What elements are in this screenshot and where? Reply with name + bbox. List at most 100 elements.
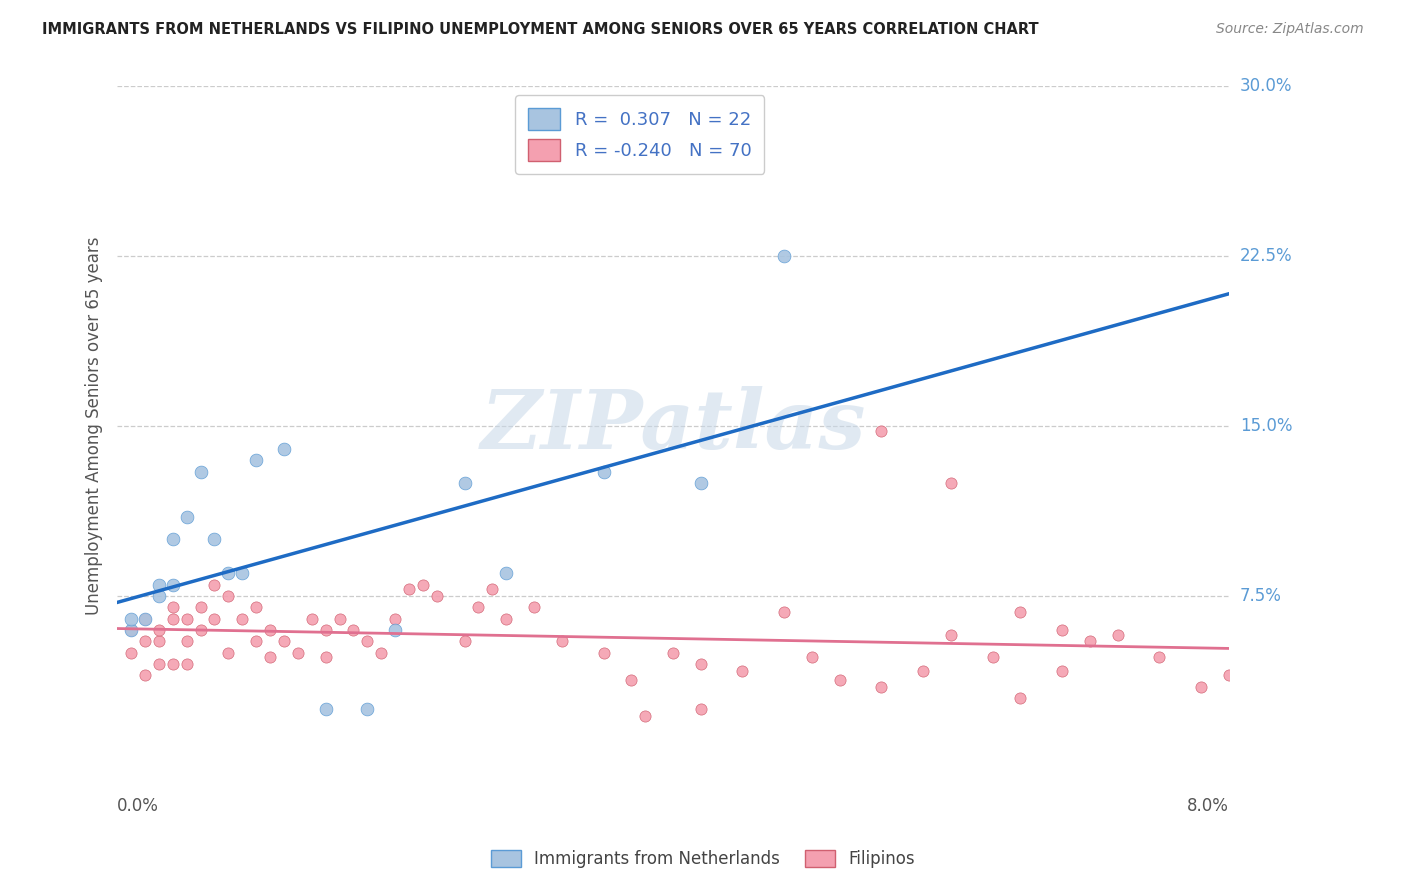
Point: [773, 605, 796, 619]
Point: [551, 634, 574, 648]
Point: [120, 612, 142, 626]
Legend: Immigrants from Netherlands, Filipinos: Immigrants from Netherlands, Filipinos: [484, 843, 922, 875]
Point: [773, 249, 796, 263]
Text: 15.0%: 15.0%: [1240, 417, 1292, 435]
Point: [398, 582, 420, 597]
Point: [315, 702, 337, 716]
Point: [662, 646, 685, 660]
Point: [370, 646, 392, 660]
Text: 30.0%: 30.0%: [1240, 78, 1292, 95]
Text: 8.0%: 8.0%: [1187, 797, 1229, 814]
Text: IMMIGRANTS FROM NETHERLANDS VS FILIPINO UNEMPLOYMENT AMONG SENIORS OVER 65 YEARS: IMMIGRANTS FROM NETHERLANDS VS FILIPINO …: [42, 22, 1039, 37]
Point: [162, 600, 184, 615]
Point: [912, 664, 935, 678]
Point: [148, 589, 170, 603]
Point: [120, 623, 142, 637]
Point: [148, 623, 170, 637]
Point: [273, 634, 295, 648]
Point: [356, 702, 378, 716]
Point: [148, 578, 170, 592]
Legend: R =  0.307   N = 22, R = -0.240   N = 70: R = 0.307 N = 22, R = -0.240 N = 70: [515, 95, 763, 174]
Point: [495, 566, 517, 581]
Point: [1010, 691, 1032, 706]
Point: [620, 673, 643, 687]
Point: [245, 453, 267, 467]
Point: [453, 634, 475, 648]
Point: [467, 600, 489, 615]
Text: Source: ZipAtlas.com: Source: ZipAtlas.com: [1216, 22, 1364, 37]
Point: [176, 657, 198, 671]
Point: [148, 657, 170, 671]
Y-axis label: Unemployment Among Seniors over 65 years: Unemployment Among Seniors over 65 years: [86, 237, 103, 615]
Point: [162, 533, 184, 547]
Point: [204, 612, 226, 626]
Point: [981, 650, 1004, 665]
Point: [592, 646, 614, 660]
Point: [287, 646, 309, 660]
Point: [426, 589, 449, 603]
Point: [120, 646, 142, 660]
Point: [190, 600, 212, 615]
Point: [259, 650, 281, 665]
Point: [870, 680, 893, 694]
Point: [315, 623, 337, 637]
Point: [245, 634, 267, 648]
Point: [1246, 680, 1268, 694]
Point: [217, 566, 239, 581]
Point: [217, 589, 239, 603]
Point: [134, 634, 156, 648]
Point: [176, 612, 198, 626]
Point: [412, 578, 434, 592]
Point: [870, 424, 893, 438]
Point: [162, 657, 184, 671]
Point: [689, 702, 711, 716]
Point: [148, 634, 170, 648]
Point: [204, 533, 226, 547]
Point: [939, 627, 962, 641]
Point: [231, 612, 253, 626]
Point: [301, 612, 323, 626]
Point: [190, 623, 212, 637]
Point: [176, 509, 198, 524]
Point: [1050, 664, 1073, 678]
Point: [342, 623, 364, 637]
Point: [1078, 634, 1101, 648]
Point: [801, 650, 824, 665]
Point: [134, 612, 156, 626]
Point: [1189, 680, 1212, 694]
Point: [162, 612, 184, 626]
Point: [731, 664, 754, 678]
Point: [1218, 668, 1240, 682]
Text: 0.0%: 0.0%: [117, 797, 159, 814]
Point: [384, 623, 406, 637]
Point: [384, 612, 406, 626]
Point: [176, 634, 198, 648]
Point: [592, 465, 614, 479]
Point: [134, 668, 156, 682]
Point: [356, 634, 378, 648]
Point: [120, 623, 142, 637]
Point: [828, 673, 851, 687]
Point: [204, 578, 226, 592]
Point: [259, 623, 281, 637]
Point: [245, 600, 267, 615]
Point: [328, 612, 350, 626]
Point: [162, 578, 184, 592]
Point: [481, 582, 503, 597]
Point: [495, 612, 517, 626]
Point: [1107, 627, 1129, 641]
Point: [939, 475, 962, 490]
Text: ZIPatlas: ZIPatlas: [481, 386, 866, 467]
Point: [134, 612, 156, 626]
Point: [231, 566, 253, 581]
Point: [689, 657, 711, 671]
Point: [273, 442, 295, 456]
Point: [217, 646, 239, 660]
Point: [453, 475, 475, 490]
Point: [523, 600, 546, 615]
Point: [190, 465, 212, 479]
Point: [1149, 650, 1171, 665]
Text: 7.5%: 7.5%: [1240, 587, 1282, 605]
Point: [1050, 623, 1073, 637]
Point: [634, 709, 657, 723]
